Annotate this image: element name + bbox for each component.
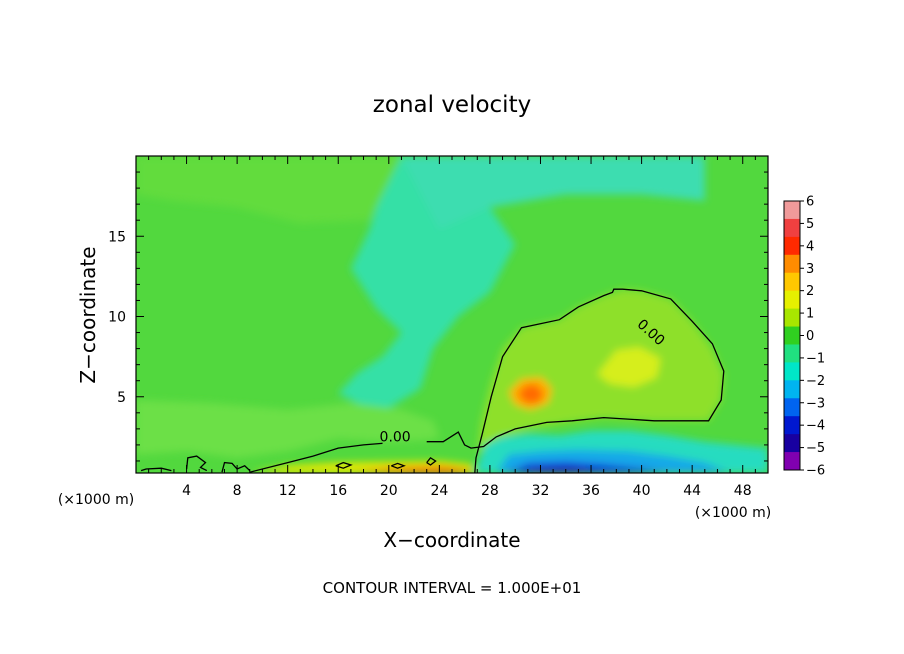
- contour-label-1: 0.00: [380, 430, 411, 446]
- zero-contour-blob-d: [391, 462, 406, 469]
- x-tick-label: 4: [182, 483, 191, 499]
- x-tick-label: 12: [279, 483, 297, 499]
- region-cyan-plume: [338, 156, 516, 408]
- colorbar-label: 3: [806, 262, 814, 277]
- x-unit-right: (×1000 m): [695, 505, 771, 521]
- colorbar-label: 0: [806, 329, 814, 344]
- zero-contours: [140, 288, 725, 473]
- zero-contour-blob-c: [335, 461, 353, 469]
- velocity-field: [136, 156, 768, 473]
- colorbar-swatch: [784, 218, 800, 238]
- region-lower-light-band: [136, 400, 440, 458]
- x-axis-label: X−coordinate: [383, 528, 520, 552]
- colorbar-label: −4: [806, 419, 825, 434]
- region-orange-jet-core: [517, 383, 545, 404]
- colorbar-swatch: [784, 290, 800, 310]
- region-upper-cyan-band: [401, 156, 705, 230]
- region-yellow-core: [597, 347, 661, 388]
- zero-contour-near-ground: [140, 467, 172, 472]
- colorbar-swatch: [784, 326, 800, 345]
- colorbar-swatch: [784, 201, 800, 220]
- x-tick-label: 32: [532, 483, 550, 499]
- colorbar-label: −2: [806, 374, 825, 389]
- y-tick-label: 15: [108, 229, 126, 245]
- x-tick-label: 8: [233, 483, 242, 499]
- zero-contour-main: [426, 288, 725, 473]
- zero-contour-blob-e: [426, 456, 437, 466]
- colorbar-label: −3: [806, 396, 825, 411]
- x-tick-label: 48: [734, 483, 752, 499]
- y-tick-label: 5: [117, 390, 126, 406]
- colorbar-label: 1: [806, 307, 814, 322]
- x-tick-label: 40: [633, 483, 651, 499]
- chart-title: zonal velocity: [373, 92, 531, 118]
- zero-contour-blob-b: [221, 461, 251, 473]
- x-tick-label: 44: [683, 483, 701, 499]
- colorbar-swatch: [784, 254, 800, 274]
- region-surface-red: [376, 469, 469, 473]
- colorbar-swatch: [784, 362, 800, 381]
- colorbar-label: −5: [806, 441, 825, 456]
- region-negative-layer-core: [515, 468, 604, 473]
- y-tick-label: 10: [108, 310, 126, 326]
- colorbar-swatch: [784, 344, 800, 363]
- x-tick-label: 20: [380, 483, 398, 499]
- colorbar-label: 6: [806, 195, 814, 210]
- colorbar-swatch: [784, 308, 800, 328]
- colorbar-swatch: [784, 236, 800, 256]
- contour-interval-footer: CONTOUR INTERVAL = 1.000E+01: [323, 579, 582, 597]
- colorbar-swatch: [784, 416, 800, 435]
- zero-contour-blob-a: [185, 455, 208, 472]
- colorbar-swatch: [784, 272, 800, 292]
- colorbar-swatch: [784, 398, 800, 417]
- colorbar-label: −6: [806, 464, 825, 479]
- y-axis-label: Z−coordinate: [76, 246, 100, 383]
- colorbar-label: 2: [806, 284, 814, 299]
- colorbar-label: 5: [806, 217, 814, 232]
- colorbar-label: 4: [806, 239, 814, 254]
- colorbar-swatch: [784, 380, 800, 399]
- x-tick-label: 36: [582, 483, 600, 499]
- region-upper-light-band: [136, 156, 402, 224]
- colorbar-swatch: [784, 434, 800, 453]
- x-unit-left: (×1000 m): [58, 492, 134, 508]
- x-tick-label: 28: [481, 483, 499, 499]
- colorbar: 6 5 4 3 2 1 0 −1 −2 −3 −4 −5 −6: [783, 195, 825, 479]
- x-tick-label: 24: [430, 483, 448, 499]
- plot-area: 0.000.00: [136, 156, 768, 473]
- colorbar-swatch: [784, 452, 800, 471]
- colorbar-label: −1: [806, 351, 825, 366]
- zero-contour-surface: [249, 442, 383, 473]
- x-tick-label: 16: [329, 483, 347, 499]
